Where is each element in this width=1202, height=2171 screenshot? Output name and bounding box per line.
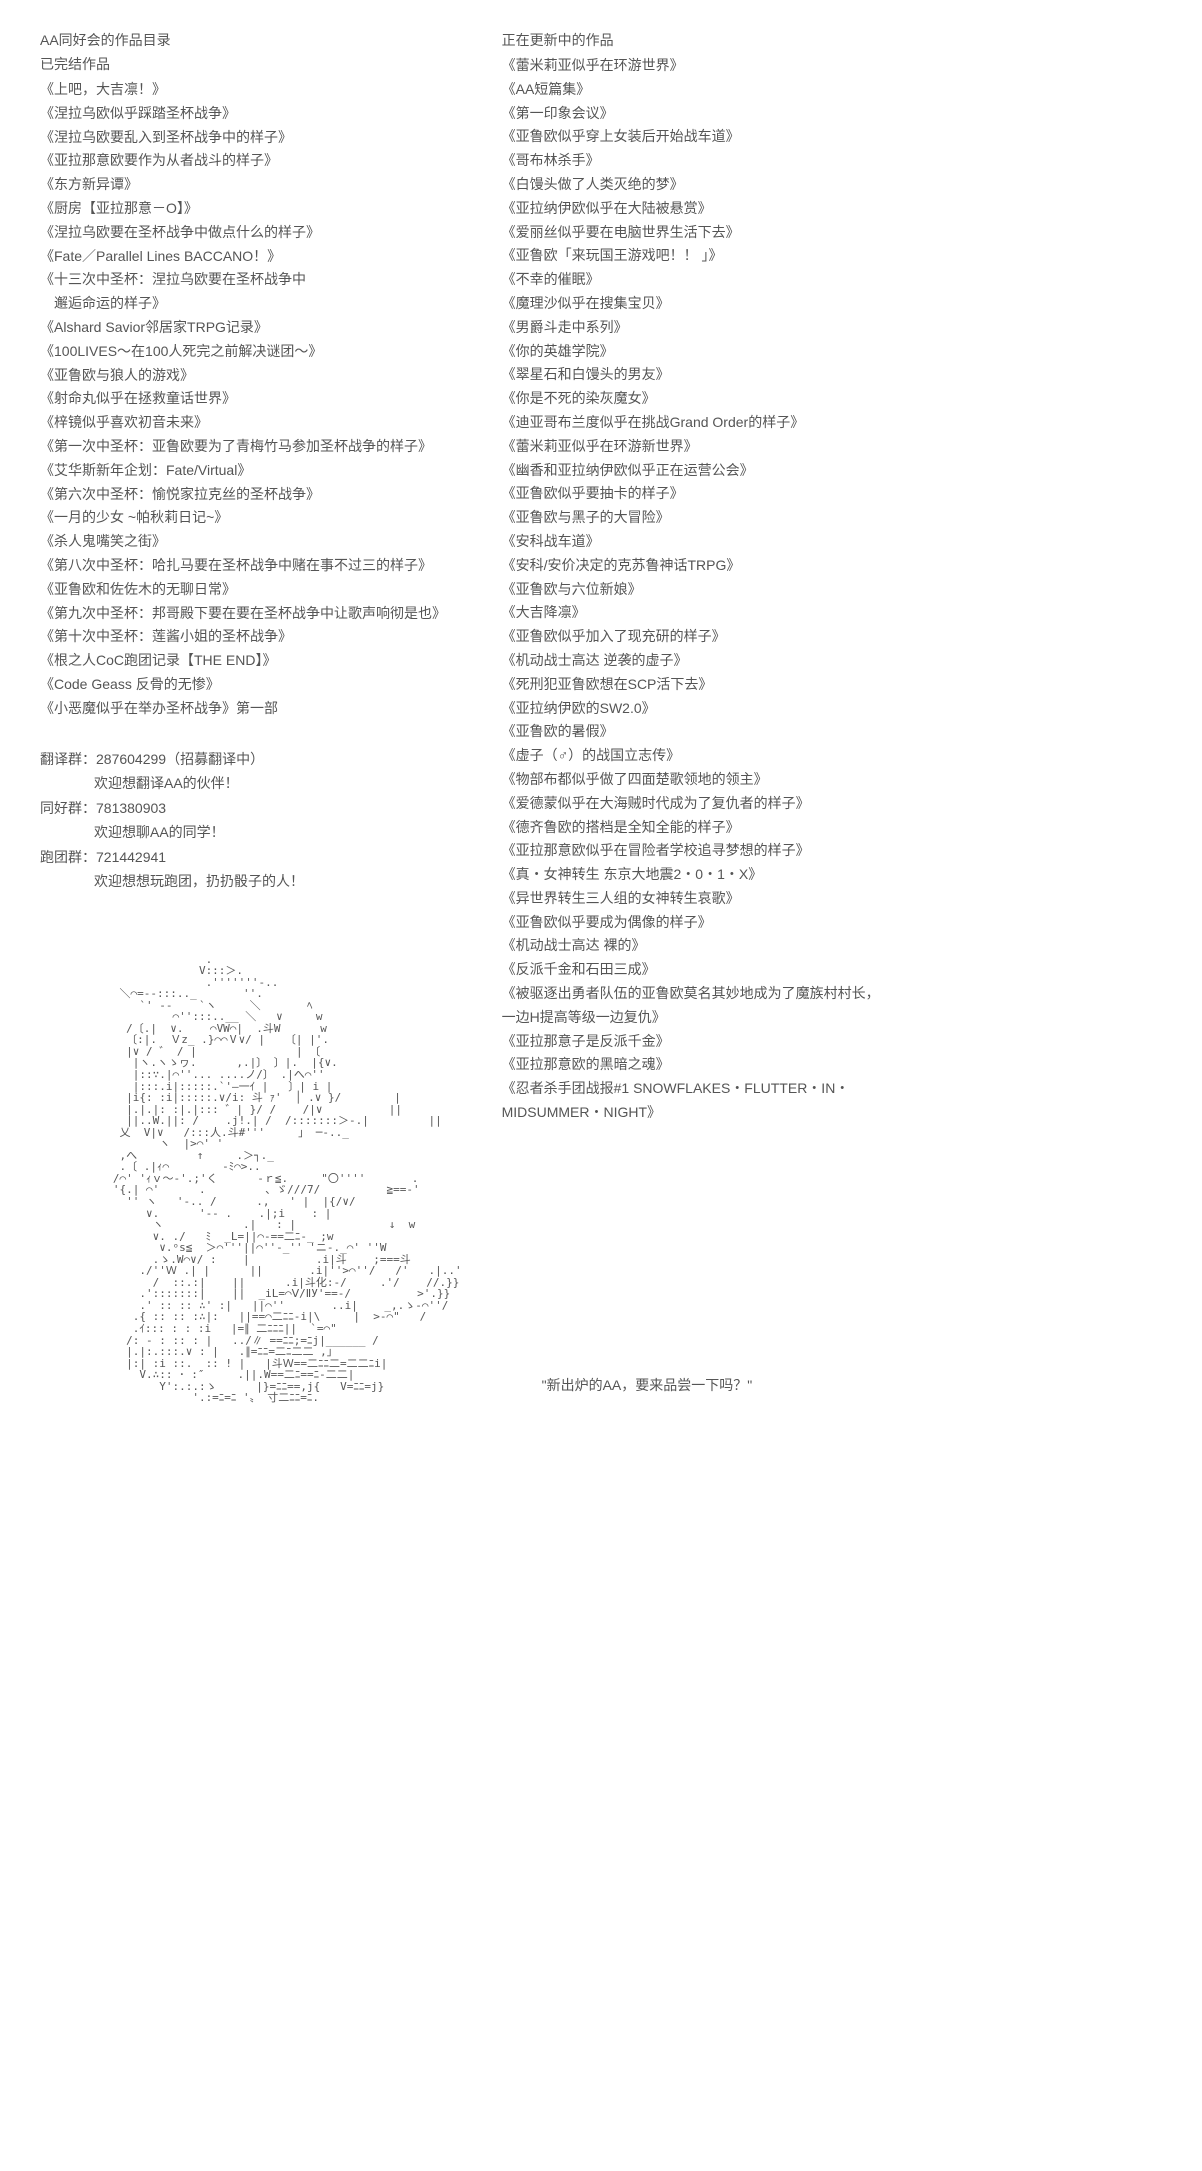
updating-work-item: 《蕾米莉亚似乎在环游世界》 (502, 54, 1162, 78)
updating-work-item: 《幽香和亚拉纳伊欧似乎正在运营公会》 (502, 459, 1162, 483)
updating-work-item: 《机动战士高达 裸的》 (502, 934, 1162, 958)
updating-work-item: 《白馒头做了人类灭绝的梦》 (502, 173, 1162, 197)
completed-work-item: 《射命丸似乎在拯救童话世界》 (40, 387, 462, 411)
group-label: 跑团群：721442941 (40, 845, 462, 870)
updating-work-item: 《哥布林杀手》 (502, 149, 1162, 173)
updating-work-item: 《忍者杀手团战报#1 SNOWFLAKES・FLUTTER・IN・ (502, 1077, 1162, 1101)
updating-work-item: 《亚拉那意欧似乎在冒险者学校追寻梦想的样子》 (502, 839, 1162, 863)
updating-work-item: 《亚鲁欧似乎要抽卡的样子》 (502, 482, 1162, 506)
updating-work-item: 《爱德蒙似乎在大海贼时代成为了复仇者的样子》 (502, 792, 1162, 816)
updating-work-item: 《亚鲁欧似乎要成为偶像的样子》 (502, 911, 1162, 935)
updating-work-item: 《魔理沙似乎在搜集宝贝》 (502, 292, 1162, 316)
completed-work-item: 《亚拉那意欧要作为从者战斗的样子》 (40, 149, 462, 173)
completed-work-item: 《东方新异谭》 (40, 173, 462, 197)
completed-work-item: 《第九次中圣杯：邦哥殿下要在要在圣杯战争中让歌声响彻是也》 (40, 602, 462, 626)
completed-works-list: 《上吧，大吉凛！》《涅拉乌欧似乎踩踏圣杯战争》《涅拉乌欧要乱入到圣杯战争中的样子… (40, 78, 462, 721)
completed-work-item: 《第十次中圣杯：莲酱小姐的圣杯战争》 (40, 625, 462, 649)
updating-work-item: 《第一印象会议》 (502, 102, 1162, 126)
completed-work-item: 《梓镜似乎喜欢初音未来》 (40, 411, 462, 435)
group-label: 同好群：781380903 (40, 796, 462, 821)
quote-text: "新出炉的AA，要来品尝一下吗？" (502, 1375, 1162, 1395)
updating-work-item: 《虚子（♂）的战国立志传》 (502, 744, 1162, 768)
completed-work-item: 《Code Geass 反骨的无惨》 (40, 673, 462, 697)
group-label: 翻译群：287604299（招募翻译中） (40, 747, 462, 772)
updating-work-item: 一边H提高等级一边复仇》 (502, 1006, 1162, 1030)
updating-work-item: 《男爵斗走中系列》 (502, 316, 1162, 340)
left-title-2: 已完结作品 (40, 54, 462, 74)
updating-work-item: 《异世界转生三人组的女神转生哀歌》 (502, 887, 1162, 911)
updating-work-item: 《反派千金和石田三成》 (502, 958, 1162, 982)
completed-work-item: 《亚鲁欧与狼人的游戏》 (40, 364, 462, 388)
updating-work-item: 《你是不死的染灰魔女》 (502, 387, 1162, 411)
updating-work-item: 《被驱逐出勇者队伍的亚鲁欧莫名其妙地成为了魔族村村长， (502, 982, 1162, 1006)
updating-work-item: 《亚鲁欧的暑假》 (502, 720, 1162, 744)
updating-work-item: 《蕾米莉亚似乎在环游新世界》 (502, 435, 1162, 459)
completed-work-item: 《第八次中圣杯：哈扎马要在圣杯战争中赌在事不过三的样子》 (40, 554, 462, 578)
group-sub: 欢迎想聊AA的同学！ (40, 820, 462, 845)
updating-work-item: 《德齐鲁欧的搭档是全知全能的样子》 (502, 816, 1162, 840)
completed-work-item: 《涅拉乌欧要乱入到圣杯战争中的样子》 (40, 126, 462, 150)
updating-work-item: 《安科战车道》 (502, 530, 1162, 554)
completed-work-item: 《小恶魔似乎在举办圣杯战争》第一部 (40, 697, 462, 721)
group-sub: 欢迎想翻译AA的伙伴！ (40, 771, 462, 796)
updating-work-item: 《亚拉那意子是反派千金》 (502, 1030, 1162, 1054)
updating-work-item: 《迪亚哥布兰度似乎在挑战Grand Order的样子》 (502, 411, 1162, 435)
updating-work-item: 《亚鲁欧与黑子的大冒险》 (502, 506, 1162, 530)
completed-work-item: 《Fate／Parallel Lines BACCANO！》 (40, 245, 462, 269)
completed-work-item: 《十三次中圣杯：涅拉乌欧要在圣杯战争中 (40, 268, 462, 292)
completed-work-item: 《Alshard Savior邻居家TRPG记录》 (40, 316, 462, 340)
completed-work-item: 《第一次中圣杯：亚鲁欧要为了青梅竹马参加圣杯战争的样子》 (40, 435, 462, 459)
updating-work-item: 《你的英雄学院》 (502, 340, 1162, 364)
updating-works-list: 《蕾米莉亚似乎在环游世界》《AA短篇集》《第一印象会议》《亚鲁欧似乎穿上女装后开… (502, 54, 1162, 1125)
updating-work-item: 《机动战士高达 逆袭的虚子》 (502, 649, 1162, 673)
left-title-1: AA同好会的作品目录 (40, 30, 462, 50)
updating-work-item: 《翠星石和白馒头的男友》 (502, 363, 1162, 387)
updating-work-item: 《亚鲁欧似乎穿上女装后开始战车道》 (502, 125, 1162, 149)
group-sub: 欢迎想想玩跑团，扔扔骰子的人！ (40, 869, 462, 894)
updating-work-item: 《真・女神转生 东京大地震2・0・1・X》 (502, 863, 1162, 887)
groups-section: 翻译群：287604299（招募翻译中）欢迎想翻译AA的伙伴！同好群：78138… (40, 747, 462, 894)
completed-work-item: 《艾华斯新年企划：Fate/Virtual》 (40, 459, 462, 483)
completed-work-item: 邂逅命运的样子》 (40, 292, 462, 316)
completed-work-item: 《上吧，大吉凛！》 (40, 78, 462, 102)
updating-work-item: 《死刑犯亚鲁欧想在SCP活下去》 (502, 673, 1162, 697)
updating-work-item: 《亚拉纳伊欧似乎在大陆被悬赏》 (502, 197, 1162, 221)
updating-work-item: 《物部布都似乎做了四面楚歌领地的领主》 (502, 768, 1162, 792)
completed-work-item: 《根之人CoC跑团记录【THE END】》 (40, 649, 462, 673)
completed-work-item: 《100LIVES～在100人死完之前解决谜团～》 (40, 340, 462, 364)
completed-work-item: 《杀人鬼嘴笑之街》 (40, 530, 462, 554)
updating-work-item: 《爱丽丝似乎要在电脑世界生活下去》 (502, 221, 1162, 245)
updating-work-item: 《亚拉纳伊欧的SW2.0》 (502, 697, 1162, 721)
updating-work-item: 《安科/安价决定的克苏鲁神话TRPG》 (502, 554, 1162, 578)
completed-work-item: 《一月的少女 ~帕秋莉日记~》 (40, 506, 462, 530)
updating-work-item: 《不幸的催眠》 (502, 268, 1162, 292)
updating-work-item: MIDSUMMER・NIGHT》 (502, 1101, 1162, 1125)
completed-work-item: 《第六次中圣杯：愉悦家拉克丝的圣杯战争》 (40, 483, 462, 507)
updating-work-item: 《亚鲁欧似乎加入了现充研的样子》 (502, 625, 1162, 649)
right-title: 正在更新中的作品 (502, 30, 1162, 50)
completed-work-item: 《涅拉乌欧要在圣杯战争中做点什么的样子》 (40, 221, 462, 245)
updating-work-item: 《亚鲁欧「来玩国王游戏吧！！ 」》 (502, 244, 1162, 268)
updating-work-item: 《亚拉那意欧的黑暗之魂》 (502, 1053, 1162, 1077)
completed-work-item: 《涅拉乌欧似乎踩踏圣杯战争》 (40, 102, 462, 126)
updating-work-item: 《大吉降凛》 (502, 601, 1162, 625)
updating-work-item: 《AA短篇集》 (502, 78, 1162, 102)
updating-work-item: 《亚鲁欧与六位新娘》 (502, 578, 1162, 602)
ascii-art: . V:::＞. .'''''''-.. ＼⌒=‐-:::.._ ''. `' … (40, 954, 462, 1404)
completed-work-item: 《厨房【亚拉那意－O】》 (40, 197, 462, 221)
completed-work-item: 《亚鲁欧和佐佐木的无聊日常》 (40, 578, 462, 602)
